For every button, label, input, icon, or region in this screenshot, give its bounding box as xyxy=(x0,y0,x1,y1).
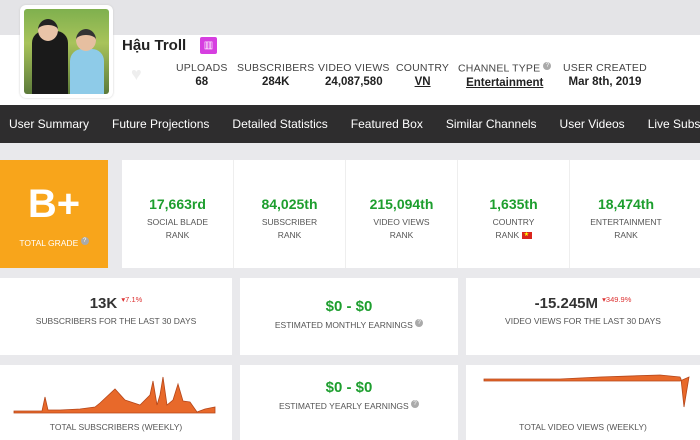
rank-subscriber: 84,025th SUBSCRIBER RANK xyxy=(234,160,346,268)
channel-type-link[interactable]: Entertainment xyxy=(466,76,544,89)
subscribers-sparkline xyxy=(13,376,216,414)
top-band xyxy=(0,0,700,35)
tab-featured-box[interactable]: Featured Box xyxy=(350,117,423,131)
tab-user-videos[interactable]: User Videos xyxy=(559,117,625,131)
monthly-earnings-card: $0 - $0 ESTIMATED MONTHLY EARNINGS ? xyxy=(240,278,458,355)
vietnam-flag-icon: ★ xyxy=(521,232,532,240)
stat-video-views: VIDEO VIEWS 24,087,580 xyxy=(318,62,390,88)
total-subscribers-card: TOTAL SUBSCRIBERS (WEEKLY) xyxy=(0,365,232,440)
heart-icon[interactable]: ♥ xyxy=(131,64,142,84)
nav-bar: User Summary Future Projections Detailed… xyxy=(0,105,700,143)
subscribers-30-days-card: 13K ▾7.1% SUBSCRIBERS FOR THE LAST 30 DA… xyxy=(0,278,232,355)
stat-subscribers: SUBSCRIBERS 284K xyxy=(237,62,315,88)
tab-live-subscriber[interactable]: Live Subscriber xyxy=(647,117,700,131)
tab-detailed-statistics[interactable]: Detailed Statistics xyxy=(232,117,328,131)
rank-social-blade: 17,663rd SOCIAL BLADE RANK xyxy=(122,160,234,268)
tab-user-summary[interactable]: User Summary xyxy=(9,117,90,131)
tab-future-projections[interactable]: Future Projections xyxy=(112,117,210,131)
country-link[interactable]: VN xyxy=(414,76,431,88)
tab-similar-channels[interactable]: Similar Channels xyxy=(445,117,537,131)
rank-entertainment: 18,474th ENTERTAINMENT RANK xyxy=(590,196,662,240)
total-video-views-card: TOTAL VIDEO VIEWS (WEEKLY) xyxy=(466,365,700,440)
video-views-sparkline xyxy=(483,374,690,408)
help-icon[interactable]: ? xyxy=(80,237,89,245)
channel-header xyxy=(0,35,700,105)
chart-icon[interactable]: ▥ xyxy=(200,37,217,54)
help-icon[interactable]: ? xyxy=(415,319,424,327)
rank-country: 1,635th COUNTRY RANK ★ xyxy=(458,160,570,268)
stat-country: COUNTRY VN xyxy=(396,62,450,88)
views-30-days-card: -15.245M ▾349.9% VIDEO VIEWS FOR THE LAS… xyxy=(466,278,700,355)
channel-avatar xyxy=(20,5,113,98)
channel-name: Hậu Troll xyxy=(122,37,187,54)
ranks-panel: 17,663rd SOCIAL BLADE RANK 84,025th SUBSCRI… xyxy=(122,160,700,268)
stat-user-created: USER CREATED Mar 8th, 2019 xyxy=(563,62,647,88)
rank-video-views: 215,094th VIDEO VIEWS RANK xyxy=(346,160,458,268)
stat-uploads: UPLOADS 68 xyxy=(176,62,228,88)
stat-channel-type: CHANNEL TYPE ? Entertainment xyxy=(458,62,552,89)
yearly-earnings-card: $0 - $0 ESTIMATED YEARLY EARNINGS ? xyxy=(240,365,458,440)
total-grade: B+ TOTAL GRADE ? xyxy=(0,160,108,268)
help-icon[interactable]: ? xyxy=(543,62,552,70)
help-icon[interactable]: ? xyxy=(411,400,420,408)
